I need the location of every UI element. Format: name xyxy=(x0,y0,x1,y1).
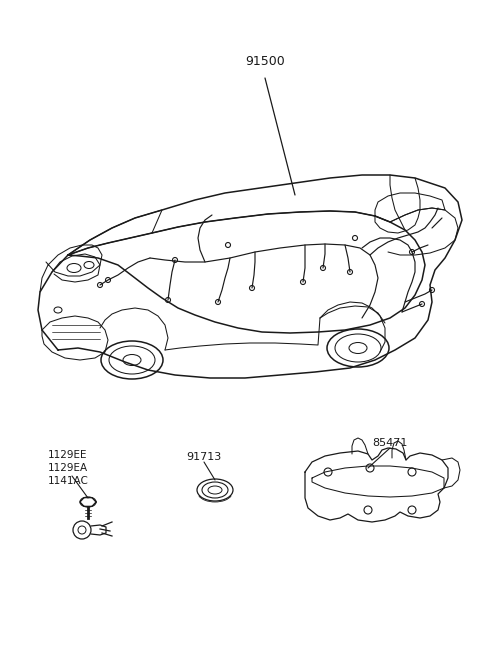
Text: 1129EE: 1129EE xyxy=(48,450,87,460)
Text: 85471: 85471 xyxy=(372,438,408,448)
Text: 91713: 91713 xyxy=(186,452,222,462)
Text: 91500: 91500 xyxy=(245,55,285,68)
Text: 1129EA: 1129EA xyxy=(48,463,88,473)
Text: 1141AC: 1141AC xyxy=(48,476,89,486)
